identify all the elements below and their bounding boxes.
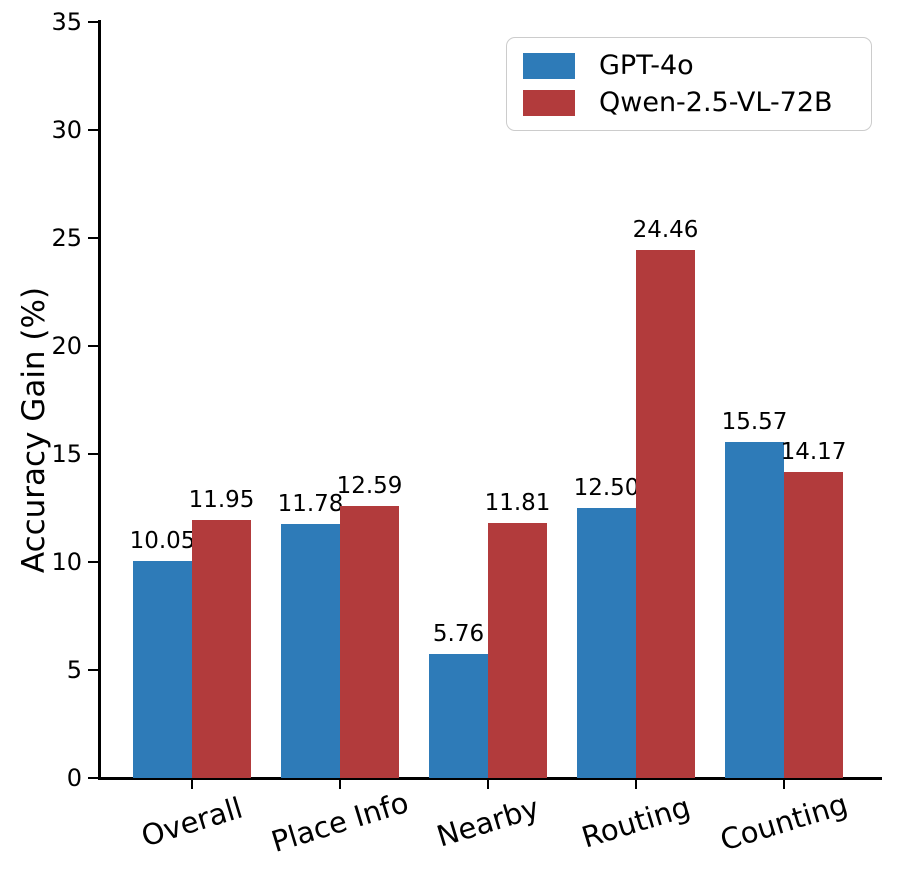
y-axis-spine xyxy=(98,20,101,780)
y-tick-label: 5 xyxy=(66,656,82,684)
bar-value-label: 14.17 xyxy=(780,438,847,465)
legend-item-gpt-4o: GPT-4o xyxy=(507,52,871,79)
x-axis-spine xyxy=(98,777,882,780)
legend-label: Qwen-2.5-VL-72B xyxy=(599,87,833,118)
bar-value-label: 10.05 xyxy=(129,527,196,554)
legend-swatch-icon xyxy=(523,89,575,116)
legend: GPT-4o Qwen-2.5-VL-72B xyxy=(506,37,872,131)
legend-label: GPT-4o xyxy=(599,50,694,81)
y-tick-mark xyxy=(88,128,98,132)
bar-value-label: 5.76 xyxy=(432,620,485,647)
x-tick-mark xyxy=(634,778,638,789)
y-tick-label: 35 xyxy=(51,8,82,36)
bar-gpt-4o-routing xyxy=(577,508,636,778)
y-tick-mark xyxy=(88,236,98,240)
legend-item-qwen-2-5-vl-72b: Qwen-2.5-VL-72B xyxy=(507,89,871,116)
bar-qwen-2-5-vl-72b-nearby xyxy=(488,522,547,778)
bar-gpt-4o-place-info xyxy=(281,523,340,778)
bar-qwen-2-5-vl-72b-place-info xyxy=(340,506,399,778)
y-tick-mark xyxy=(88,344,98,348)
y-tick-mark xyxy=(88,20,98,24)
y-tick-mark xyxy=(88,452,98,456)
y-tick-mark xyxy=(88,776,98,780)
bar-qwen-2-5-vl-72b-routing xyxy=(636,249,695,778)
bar-value-label: 24.46 xyxy=(632,216,699,243)
y-tick-label: 10 xyxy=(51,548,82,576)
bar-gpt-4o-counting xyxy=(725,441,784,778)
bar-value-label: 15.57 xyxy=(721,408,788,435)
x-tick-mark xyxy=(782,778,786,789)
y-tick-label: 0 xyxy=(66,764,82,792)
legend-swatch-icon xyxy=(523,52,575,79)
y-tick-mark xyxy=(88,668,98,672)
bar-value-label: 11.81 xyxy=(484,489,551,516)
x-tick-mark xyxy=(190,778,194,789)
y-tick-label: 15 xyxy=(51,440,82,468)
bar-gpt-4o-overall xyxy=(133,560,192,778)
bar-value-label: 12.50 xyxy=(573,475,640,501)
bar-value-label: 12.59 xyxy=(336,473,403,500)
x-tick-mark xyxy=(338,778,342,789)
bar-value-label: 11.95 xyxy=(188,486,255,513)
bar-qwen-2-5-vl-72b-counting xyxy=(784,471,843,778)
bar-value-label: 11.78 xyxy=(277,490,344,517)
bar-qwen-2-5-vl-72b-overall xyxy=(192,519,251,778)
x-tick-mark xyxy=(486,778,490,789)
y-tick-label: 30 xyxy=(51,116,82,144)
y-tick-label: 25 xyxy=(51,224,82,252)
y-tick-label: 20 xyxy=(51,332,82,360)
bar-gpt-4o-nearby xyxy=(429,653,488,778)
y-axis-title: Accuracy Gain (%) xyxy=(16,286,52,574)
y-tick-mark xyxy=(88,560,98,564)
